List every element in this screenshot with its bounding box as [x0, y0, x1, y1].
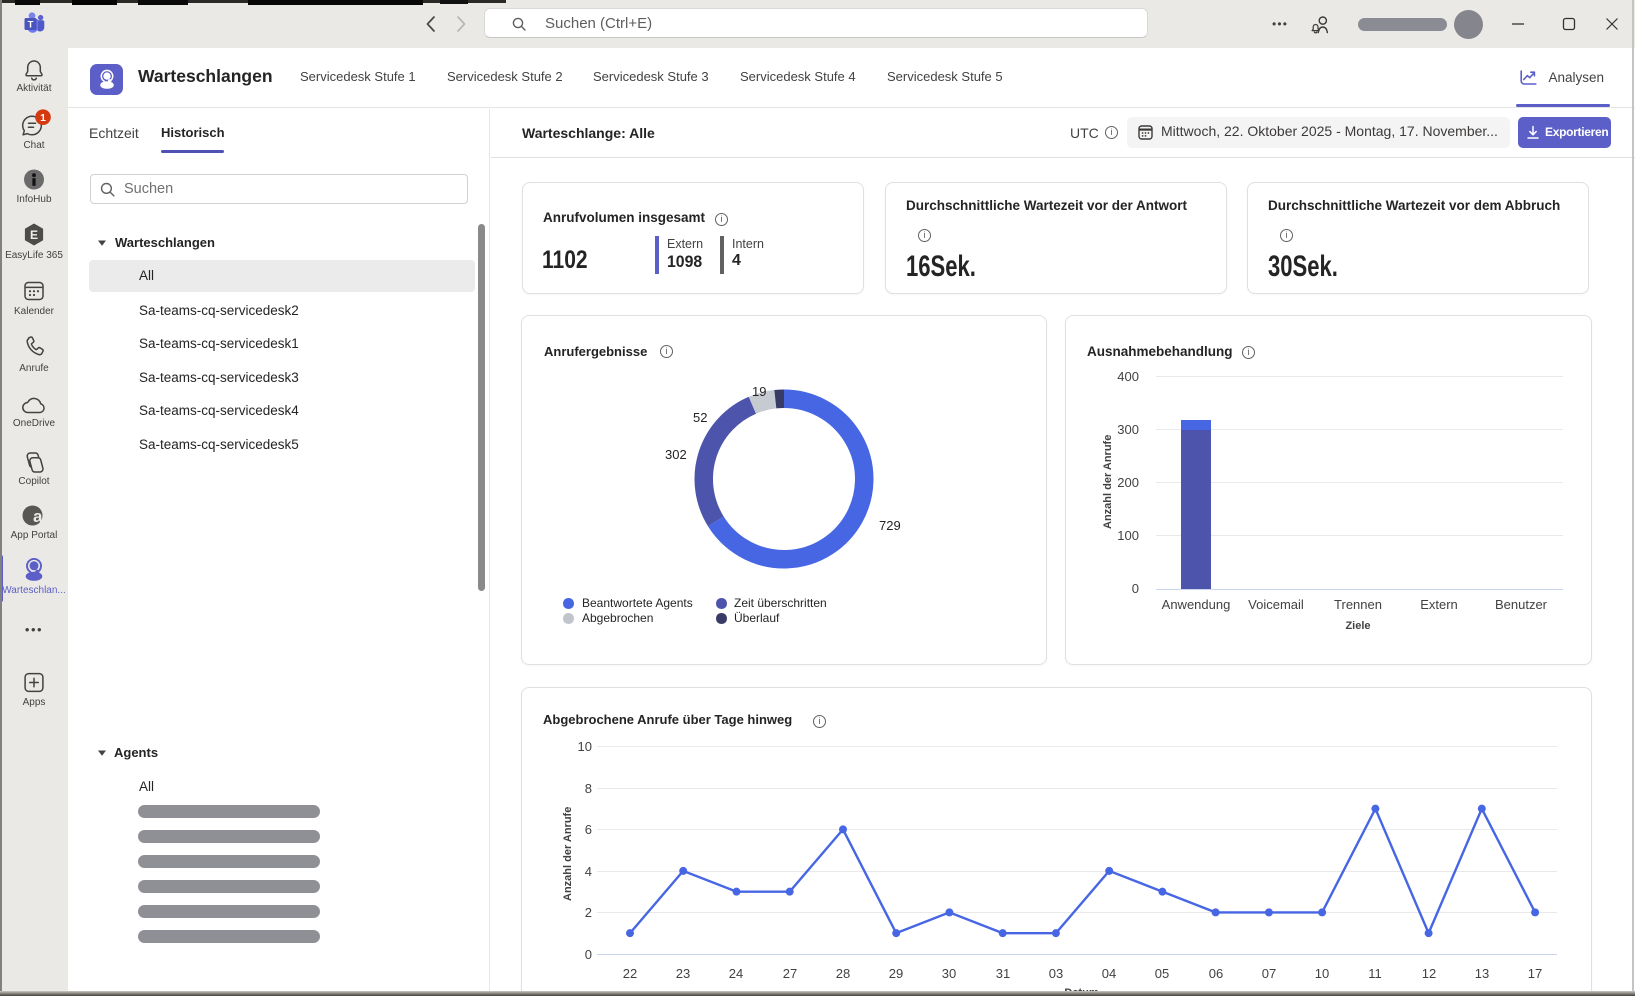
svg-text:E: E — [30, 228, 38, 242]
svg-text:a: a — [33, 507, 43, 526]
svg-text:T: T — [28, 19, 34, 30]
svg-text:1: 1 — [40, 112, 46, 124]
